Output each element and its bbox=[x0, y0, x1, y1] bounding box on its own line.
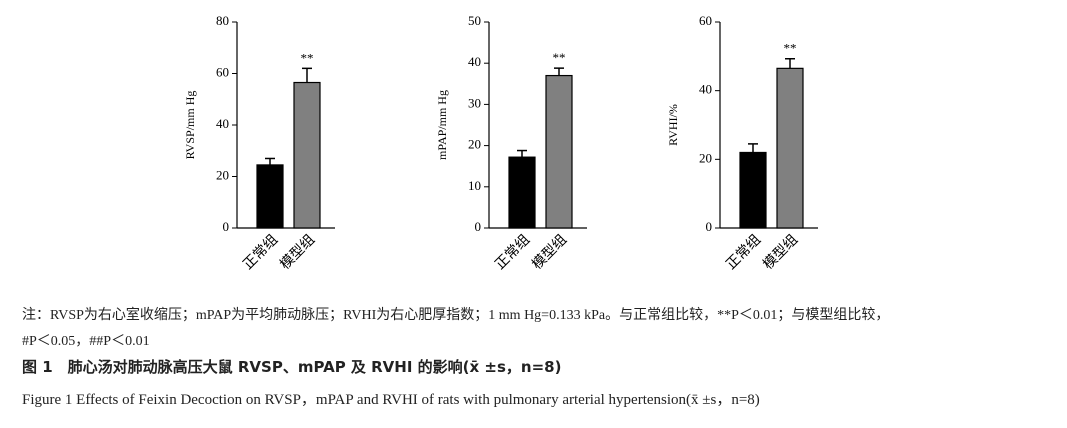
x-tick-label: 模型组 bbox=[760, 232, 801, 273]
bar bbox=[293, 81, 321, 229]
y-axis-label: RVHI/% bbox=[666, 104, 680, 146]
y-tick-label: 0 bbox=[475, 219, 482, 234]
x-tick-label: 正常组 bbox=[492, 232, 533, 273]
bar bbox=[545, 74, 573, 229]
x-tick-label: 正常组 bbox=[723, 232, 764, 273]
significance-label: ** bbox=[553, 50, 566, 65]
y-tick-label: 20 bbox=[216, 167, 229, 182]
bar bbox=[776, 67, 804, 229]
y-tick-label: 10 bbox=[468, 178, 481, 193]
y-tick-label: 60 bbox=[216, 64, 229, 79]
y-tick-label: 40 bbox=[468, 54, 481, 69]
y-tick-label: 40 bbox=[216, 116, 229, 131]
x-tick-label: 模型组 bbox=[529, 232, 570, 273]
x-tick-label: 模型组 bbox=[277, 232, 318, 273]
bar bbox=[256, 164, 284, 229]
significance-label: ** bbox=[301, 50, 314, 65]
y-tick-label: 30 bbox=[468, 95, 481, 110]
bar bbox=[508, 156, 536, 229]
y-tick-label: 0 bbox=[706, 219, 713, 234]
x-tick-label: 正常组 bbox=[240, 232, 281, 273]
significance-label: ** bbox=[784, 41, 797, 56]
y-axis-label: RVSP/mm Hg bbox=[183, 91, 197, 160]
note-line: 注：RVSP为右心室收缩压；mPAP为平均肺动脉压；RVHI为右心肥厚指数；1 … bbox=[22, 308, 890, 323]
note-line: #P＜0.05，##P＜0.01 bbox=[22, 334, 150, 349]
y-tick-label: 60 bbox=[699, 13, 712, 28]
charts: 0 20 40 60 80 RVSP/mm Hg 正常组 ** 模型组 0 10 20 30 40 50 mP… bbox=[183, 13, 818, 273]
y-tick-label: 40 bbox=[699, 82, 712, 97]
y-tick-label: 0 bbox=[223, 219, 230, 234]
y-tick-label: 20 bbox=[699, 150, 712, 165]
y-tick-label: 50 bbox=[468, 13, 481, 28]
bar bbox=[739, 151, 767, 229]
y-tick-label: 20 bbox=[468, 137, 481, 152]
caption-en: Figure 1 Effects of Feixin Decoction on … bbox=[22, 392, 760, 408]
y-tick-label: 80 bbox=[216, 13, 229, 28]
caption-cn: 图 1 肺心汤对肺动脉高压大鼠 RVSP、mPAP 及 RVHI 的影响(x̄ … bbox=[22, 358, 562, 376]
y-axis-label: mPAP/mm Hg bbox=[435, 90, 449, 160]
